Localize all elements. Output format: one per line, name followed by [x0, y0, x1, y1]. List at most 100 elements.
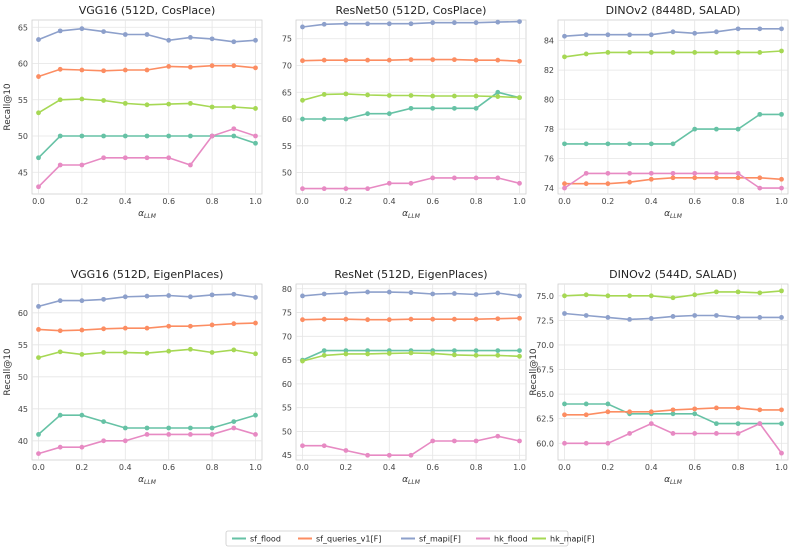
chart-panel-2: 0.0 0.2 0.4 0.6 0.8 1.0 50 55 60 65 70 75 ResNet50 (…	[282, 4, 527, 220]
x-tick-label: 1.0	[775, 197, 788, 206]
data-point	[231, 104, 237, 110]
data-point	[779, 48, 784, 54]
legend-item: sf_flood	[232, 535, 281, 544]
x-tick-label: 0.2	[340, 463, 353, 472]
x-tick-label: 0.4	[383, 463, 396, 472]
data-point	[713, 313, 719, 318]
x-axis-label: αLLM	[138, 209, 157, 220]
data-point	[473, 292, 479, 297]
data-point	[713, 170, 719, 176]
data-point	[321, 316, 327, 322]
data-point	[253, 320, 258, 326]
data-point	[735, 50, 741, 55]
data-point	[779, 185, 784, 191]
data-point	[473, 93, 479, 99]
data-point	[231, 39, 237, 45]
data-point	[122, 350, 128, 355]
data-point	[343, 290, 349, 296]
x-tick-label: 0.6	[426, 197, 439, 206]
plot-area	[295, 283, 527, 461]
data-point	[451, 352, 457, 358]
data-point	[166, 323, 172, 329]
data-point	[144, 67, 150, 73]
data-point	[692, 406, 698, 412]
data-point	[253, 412, 258, 418]
data-point	[253, 140, 258, 146]
data-point	[144, 425, 150, 431]
data-point	[79, 26, 85, 32]
y-tick-label: 60	[18, 309, 28, 318]
y-axis-label: Recall@10	[529, 348, 539, 396]
data-point	[451, 438, 457, 444]
data-point	[57, 66, 63, 72]
y-tick-label: 50	[282, 169, 292, 178]
data-point	[209, 425, 215, 431]
legend-label: sf_mapi[F]	[419, 535, 461, 544]
y-axis-label: Recall@10	[3, 348, 13, 396]
data-point	[343, 21, 349, 27]
data-point	[365, 351, 371, 357]
data-point	[779, 421, 784, 427]
data-point	[408, 316, 414, 322]
data-point	[692, 126, 698, 132]
chart-title: ResNet50 (512D, CosPlace)	[336, 4, 487, 17]
x-tick-label: 0.6	[688, 463, 701, 472]
data-point	[122, 294, 128, 300]
y-tick-label: 78	[544, 125, 554, 134]
chart-title: VGG16 (512D, CosPlace)	[79, 4, 216, 17]
data-point	[79, 67, 85, 73]
x-axis-label: αLLM	[664, 475, 683, 486]
data-point	[692, 30, 698, 36]
data-point	[166, 101, 172, 107]
chart-panel-1: 0.0 0.2 0.4 0.6 0.8 1.0 45 50 55 60 65 VGG16 (512D,…	[3, 4, 263, 220]
data-point	[735, 175, 741, 181]
data-point	[343, 57, 349, 63]
data-point	[166, 64, 172, 69]
x-tick-label: 1.0	[513, 463, 526, 472]
data-point	[386, 57, 392, 63]
data-point	[562, 401, 567, 407]
data-point	[343, 348, 349, 353]
data-point	[757, 111, 763, 117]
data-point	[583, 313, 589, 318]
data-point	[605, 315, 611, 320]
y-tick-label: 50	[18, 373, 28, 382]
data-point	[365, 289, 371, 295]
data-point	[605, 170, 611, 176]
data-point	[166, 348, 172, 354]
chart-title: DINOv2 (8448D, SALAD)	[606, 4, 741, 17]
data-point	[562, 412, 567, 418]
data-point	[583, 292, 589, 298]
data-point	[122, 32, 128, 37]
x-tick-label: 0.4	[383, 197, 396, 206]
data-point	[300, 443, 305, 449]
x-tick-label: 0.2	[76, 197, 89, 206]
data-point	[757, 407, 763, 413]
data-point	[408, 290, 414, 295]
data-point	[209, 104, 215, 110]
data-point	[253, 65, 258, 71]
y-tick-label: 84	[544, 37, 554, 46]
data-point	[408, 57, 414, 63]
data-point	[473, 352, 479, 358]
data-point	[562, 293, 567, 299]
data-point	[779, 450, 784, 456]
chart-panel-5: 0.0 0.2 0.4 0.6 0.8 1.0 45 50 55 60 65 70 75 80 ResNet…	[282, 268, 527, 486]
x-tick-label: 0.0	[558, 463, 571, 472]
data-point	[253, 432, 258, 437]
data-point	[122, 133, 128, 139]
data-point	[253, 295, 258, 300]
data-point	[430, 291, 436, 297]
data-point	[583, 170, 589, 176]
x-tick-label: 0.6	[162, 463, 175, 472]
y-tick-label: 65	[282, 356, 292, 365]
data-point	[451, 105, 457, 111]
data-point	[713, 289, 719, 295]
x-tick-label: 0.4	[119, 463, 132, 472]
data-point	[231, 347, 237, 353]
x-tick-label: 0.0	[558, 197, 571, 206]
legend-item: sf_queries_v1[F]	[298, 535, 381, 544]
data-point	[627, 431, 633, 436]
data-point	[343, 91, 349, 97]
x-tick-label: 0.8	[470, 197, 483, 206]
